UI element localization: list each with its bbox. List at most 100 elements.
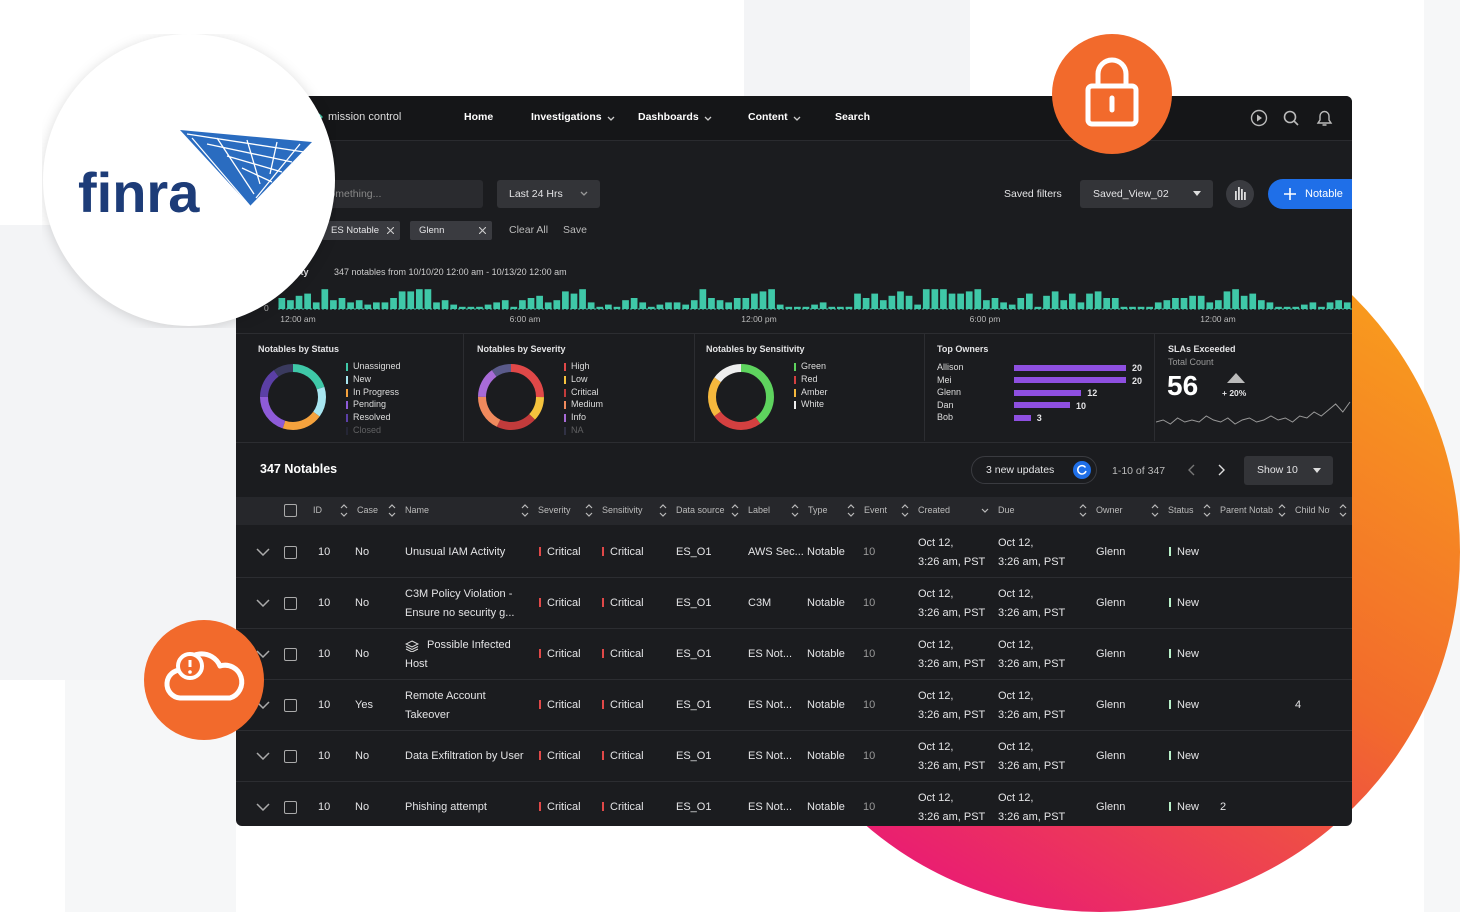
expand-chevron[interactable] — [256, 599, 270, 607]
cloud-badge — [144, 620, 264, 740]
sort-icon — [731, 504, 739, 517]
cell: Possible Infected Host — [405, 638, 511, 670]
sort-icon — [981, 508, 989, 513]
activity-subtitle: 347 notables from 10/10/20 12:00 am - 10… — [334, 267, 567, 277]
column-header[interactable]: Owner — [1096, 505, 1123, 515]
saved-view[interactable] — [1080, 180, 1213, 208]
column-header[interactable]: Status — [1168, 505, 1194, 515]
legend-marker — [346, 375, 348, 384]
cell: ES_O1 — [676, 699, 712, 711]
activity-bar — [897, 291, 904, 309]
donut — [708, 364, 774, 430]
sort — [1203, 504, 1211, 517]
activity-bar — [931, 289, 939, 309]
filter-chip[interactable] — [322, 221, 400, 240]
row-checkbox[interactable] — [284, 546, 297, 559]
updates-pill[interactable] — [971, 456, 1097, 484]
column-header[interactable]: Severity — [538, 505, 571, 515]
select-all[interactable] — [284, 504, 297, 517]
prev — [1188, 464, 1195, 476]
status-marker — [539, 547, 541, 556]
activity-bar — [871, 293, 879, 309]
activity-bar — [630, 298, 638, 309]
sort-icon — [388, 504, 396, 517]
column-header[interactable]: Name — [405, 505, 430, 515]
chip-close — [387, 227, 394, 234]
column-header[interactable]: Parent Notable — [1220, 505, 1273, 515]
legend-label: Low — [571, 373, 588, 384]
widget-title: Notables by Status — [258, 344, 340, 354]
row-checkbox[interactable] — [284, 648, 297, 661]
cell: ES Not... — [748, 750, 793, 762]
activity-bar — [1283, 306, 1291, 309]
expand-chevron[interactable] — [256, 701, 270, 709]
column-header[interactable]: Sensitivity — [602, 505, 643, 515]
row-checkbox[interactable] — [284, 750, 297, 763]
activity-bar — [1318, 306, 1325, 309]
nav-item[interactable]: Search — [835, 111, 871, 123]
column-header[interactable]: Type — [808, 505, 828, 515]
column-header[interactable]: Case — [357, 505, 379, 515]
x-tick-label: 6:00 am — [509, 314, 541, 324]
activity-chart — [278, 289, 1352, 310]
activity-bar — [708, 298, 715, 309]
chart-icon-bar — [1235, 191, 1237, 200]
column-header[interactable]: Data source — [676, 505, 725, 515]
activity-bar — [501, 300, 509, 309]
activity-bar — [1086, 293, 1093, 309]
column-header[interactable]: Child Notable — [1295, 505, 1330, 515]
legend-label: Info — [571, 412, 587, 423]
activity-bar — [1026, 293, 1033, 309]
logo-badge: finra — [43, 34, 335, 326]
y-tick-label: 0 — [264, 303, 269, 313]
status-marker — [1169, 700, 1171, 709]
nav-item[interactable]: Investigations — [531, 111, 602, 123]
cell: Notable — [807, 597, 845, 609]
activity-bar — [785, 306, 793, 309]
column-header[interactable]: ID — [313, 505, 322, 515]
clear-all[interactable]: Clear All — [509, 224, 549, 236]
nav-item[interactable]: Dashboards — [638, 111, 699, 123]
sort-icon — [1079, 504, 1087, 517]
activity-bar — [596, 306, 604, 309]
activity-bar — [441, 300, 449, 309]
nav-item[interactable]: Content — [748, 111, 788, 123]
status-marker — [539, 700, 541, 709]
activity-bar — [974, 289, 982, 309]
activity-bar — [467, 306, 475, 309]
cell: Oct 12, 3:26 am, PST — [918, 587, 986, 619]
cell: Notable — [807, 546, 845, 558]
sort — [585, 504, 593, 517]
expand-chevron[interactable] — [256, 548, 270, 556]
activity-bar — [433, 302, 440, 309]
column-header[interactable]: Label — [748, 505, 771, 515]
row-checkbox[interactable] — [284, 597, 297, 610]
expand-chevron[interactable] — [256, 752, 270, 760]
row-checkbox[interactable] — [284, 801, 297, 814]
column-header[interactable]: Due — [998, 505, 1015, 515]
cell: No — [355, 801, 370, 813]
donut-segment — [478, 364, 544, 430]
activity-bar — [519, 300, 526, 309]
activity-bar — [476, 306, 483, 309]
nav-item[interactable]: Home — [464, 111, 494, 123]
activity-bar — [1257, 300, 1265, 309]
status-marker — [1169, 547, 1171, 556]
row-checkbox[interactable] — [284, 699, 297, 712]
expand-chevron[interactable] — [256, 650, 270, 658]
sort-icon — [340, 504, 348, 517]
column-header[interactable]: Event — [864, 505, 888, 515]
expand-chevron[interactable] — [256, 803, 270, 811]
column-header[interactable]: Created — [918, 505, 951, 515]
activity-bar — [940, 289, 947, 309]
filter-chip[interactable] — [410, 221, 492, 240]
owner-name: Mei — [937, 374, 952, 385]
activity-bar — [1034, 306, 1042, 309]
activity-bar — [510, 306, 518, 309]
add-button[interactable] — [1268, 179, 1352, 209]
save[interactable]: Save — [563, 224, 587, 236]
sort — [1079, 504, 1087, 517]
status-marker — [539, 751, 541, 760]
cell: Oct 12, 3:26 am, PST — [998, 740, 1066, 772]
